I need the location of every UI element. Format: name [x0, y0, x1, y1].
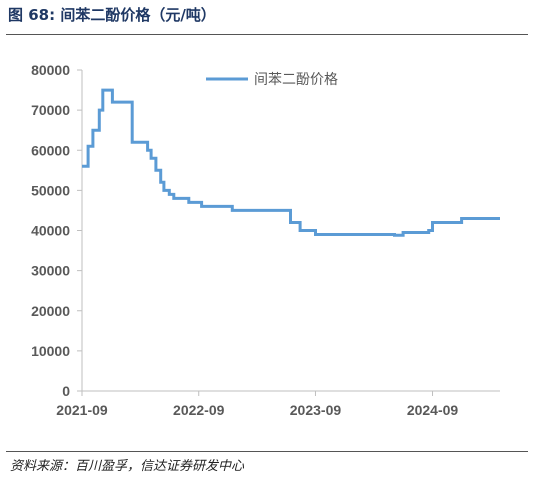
y-tick-label: 60000	[31, 142, 70, 158]
y-tick-label: 80000	[31, 62, 70, 78]
x-axis: 2021-09 2022-09 2023-09 2024-09	[56, 390, 500, 418]
y-tick-label: 10000	[31, 343, 70, 359]
x-tick-label: 2023-09	[290, 402, 342, 418]
legend-label: 间苯二酚价格	[254, 71, 338, 88]
bottom-rule	[6, 451, 528, 452]
source-note: 资料来源：百川盈孚，信达证券研发中心	[10, 459, 245, 474]
series-layer	[82, 88, 500, 237]
legend: 间苯二酚价格	[206, 71, 338, 88]
y-tick-label: 40000	[31, 223, 70, 239]
top-rule	[6, 34, 528, 35]
x-tick-label: 2024-09	[407, 402, 459, 418]
y-tick-label: 50000	[31, 182, 70, 198]
y-tick-label: 20000	[31, 303, 70, 319]
y-tick-label: 30000	[31, 263, 70, 279]
series-line	[82, 88, 500, 237]
price-line-chart: 0 10000 20000 30000 40000 50000 60000 70000 8000…	[31, 62, 500, 418]
y-tick-label: 0	[62, 383, 70, 399]
figure-title: 图 68: 间苯二酚价格（元/吨）	[8, 6, 216, 24]
x-tick-label: 2021-09	[56, 402, 108, 418]
x-tick-label: 2022-09	[173, 402, 225, 418]
y-axis: 0 10000 20000 30000 40000 50000 60000 70000 8000…	[31, 62, 83, 399]
y-tick-label: 70000	[31, 102, 70, 118]
